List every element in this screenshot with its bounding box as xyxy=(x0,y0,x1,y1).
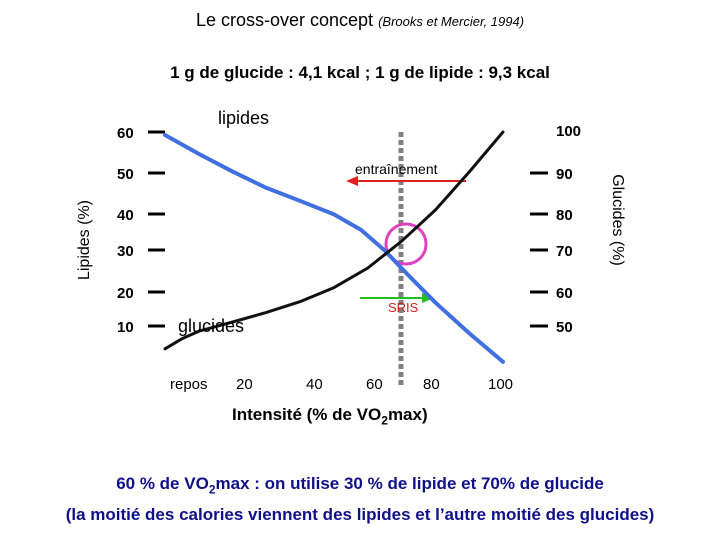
x-tick-label: 60 xyxy=(366,376,383,393)
x-axis-label: Intensité (% de VO2max) xyxy=(232,405,428,427)
glucides-curve xyxy=(163,130,505,351)
title-citation: (Brooks et Mercier, 1994) xyxy=(378,14,525,29)
chart-subtitle: 1 g de glucide : 4,1 kcal ; 1 g de lipid… xyxy=(170,63,550,82)
right-tick-label: 50 xyxy=(556,319,573,336)
x-tick-label: 100 xyxy=(488,376,513,393)
lipides-curve xyxy=(163,133,505,364)
x-tick-label: 80 xyxy=(423,376,440,393)
left-tick-label: 10 xyxy=(117,319,134,336)
footer-line-2: (la moitié des calories viennent des lip… xyxy=(65,505,655,524)
sris-arrowhead xyxy=(422,293,434,303)
x-axis-label-pre: Intensité (% de VO xyxy=(232,405,382,424)
x-tick-label: repos xyxy=(170,376,208,393)
left-tick-label: 60 xyxy=(117,125,134,142)
footer-line-1-pre: 60 % de VO xyxy=(116,474,209,493)
right-tick-label: 100 xyxy=(556,123,581,140)
glucides-series-label: glucides xyxy=(178,316,245,336)
sris-label: SRIS xyxy=(388,300,419,315)
footer-line-1-post: max : on utilise 30 % de lipide et 70% d… xyxy=(215,474,604,493)
x-axis-label-post: max) xyxy=(387,405,428,424)
footer-line-1-sub: 2 xyxy=(208,482,216,497)
entrainement-label: entraînement xyxy=(355,161,438,177)
footer-line-1: 60 % de VO2max : on utilise 30 % de lipi… xyxy=(0,474,720,496)
right-tick-label: 70 xyxy=(556,243,573,260)
crossover-circle xyxy=(384,222,428,266)
left-tick-label: 20 xyxy=(117,285,134,302)
chart-title: Le cross-over concept (Brooks et Mercier… xyxy=(0,10,720,31)
title-main: Le cross-over concept xyxy=(195,10,374,30)
left-tick-label: 50 xyxy=(117,166,134,183)
right-tick-label: 60 xyxy=(556,285,573,302)
right-tick-label: 80 xyxy=(556,207,573,224)
x-tick-label: 20 xyxy=(236,376,253,393)
x-tick-label: 40 xyxy=(306,376,323,393)
y-axis-label-left: Lipides (%) xyxy=(76,199,93,281)
lipides-series-label: lipides xyxy=(218,108,270,128)
entrainement-arrowhead xyxy=(346,176,358,186)
right-tick-label: 90 xyxy=(556,166,573,183)
left-tick-label: 30 xyxy=(117,243,134,260)
left-tick-label: 40 xyxy=(117,207,134,224)
y-axis-label-right: Glucides (%) xyxy=(609,174,626,266)
x-axis-label-sub: 2 xyxy=(381,413,388,428)
